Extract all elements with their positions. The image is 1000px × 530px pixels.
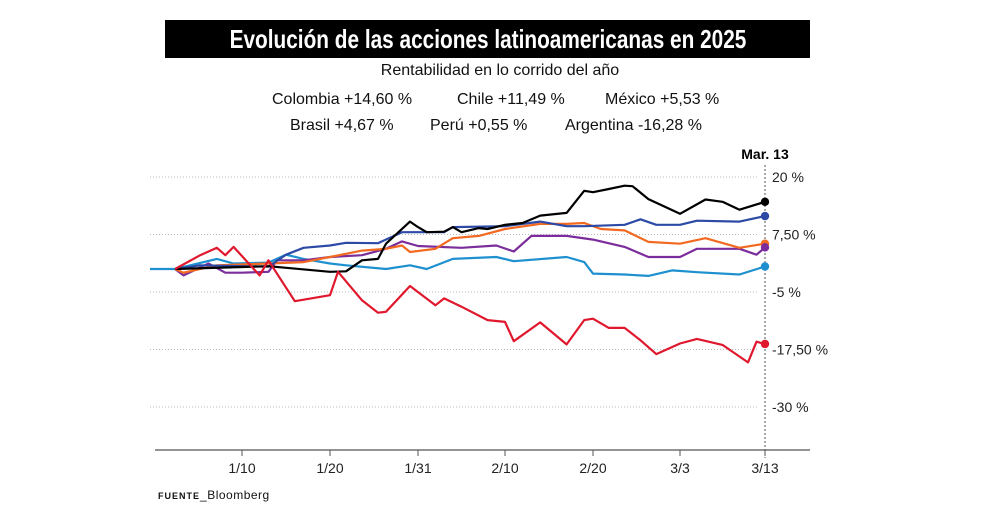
legend-colombia: Colombia +14,60 % [272, 91, 413, 108]
x-tick-label: 3/3 [670, 460, 690, 476]
x-tick-label: 2/10 [491, 460, 518, 476]
end-point-perú [760, 262, 770, 271]
source-name: Bloomberg [207, 488, 270, 502]
chart-subtitle: Rentabilidad en lo corrido del año [380, 62, 620, 79]
legend-argentina: Argentina -16,28 % [565, 117, 702, 134]
y-tick-label: 20 % [772, 169, 804, 185]
y-tick-label: -17,50 % [772, 342, 828, 358]
end-date-label: Mar. 13 [741, 146, 789, 162]
legend-brasil: Brasil +4,67 % [290, 117, 394, 134]
legend-peru: Perú +0,55 % [430, 117, 528, 134]
chart-title: Evolución de las acciones latinoamerican… [229, 24, 747, 54]
series-line-méxico [174, 221, 766, 274]
source-label: FUENTE [158, 491, 200, 501]
chart-title-bar: Evolución de las acciones latinoamerican… [165, 20, 810, 58]
legend-mexico: México +5,53 % [605, 91, 720, 108]
x-tick-label: 2/20 [579, 460, 606, 476]
legend-chile: Chile +11,49 % [457, 91, 565, 108]
x-tick-label: 1/10 [228, 460, 255, 476]
y-tick-label: -5 % [772, 284, 801, 300]
series-line-colombia [175, 184, 766, 273]
end-point-argentina [760, 339, 770, 349]
source-note: FUENTE_Bloomberg [158, 488, 270, 502]
y-tick-label: -30 % [772, 399, 809, 415]
x-tick-label: 1/31 [404, 460, 431, 476]
end-point-chile [760, 211, 770, 221]
series-line-argentina [174, 245, 766, 364]
x-tick-label: 3/13 [751, 460, 778, 476]
x-tick-label: 1/20 [316, 460, 343, 476]
source-separator: _ [200, 488, 208, 502]
end-point-colombia [760, 197, 770, 207]
y-tick-label: 7,50 % [772, 227, 816, 243]
end-point-brasil [760, 243, 770, 252]
